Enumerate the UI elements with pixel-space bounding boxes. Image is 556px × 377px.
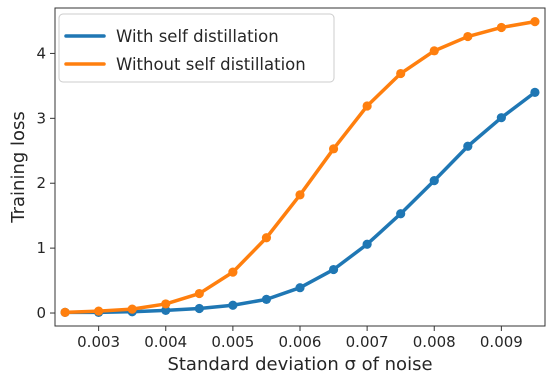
x-tick-label: 0.007: [346, 333, 389, 351]
legend-label-without-self-distillation: Without self distillation: [116, 55, 306, 74]
x-axis-label: Standard deviation σ of noise: [167, 354, 432, 375]
data-point-without-self-distillation: [429, 46, 439, 56]
y-axis-label: Training loss: [8, 111, 29, 224]
data-point-without-self-distillation: [194, 288, 204, 299]
legend-label-with-self-distillation: With self distillation: [116, 27, 279, 46]
data-point-without-self-distillation: [94, 306, 104, 316]
y-tick-label: 1: [36, 239, 46, 257]
x-tick-label: 0.006: [279, 333, 322, 351]
y-tick-label: 3: [36, 109, 46, 127]
data-point-with-self-distillation: [261, 294, 272, 304]
data-point-without-self-distillation: [60, 307, 70, 317]
data-point-without-self-distillation: [496, 22, 506, 33]
data-point-without-self-distillation: [530, 17, 540, 27]
legend: With self distillation Without self dist…: [58, 13, 335, 83]
data-point-without-self-distillation: [161, 299, 171, 309]
data-point-with-self-distillation: [228, 300, 238, 310]
x-tick-label: 0.009: [480, 333, 523, 351]
data-point-without-self-distillation: [362, 101, 372, 111]
data-point-without-self-distillation: [328, 144, 339, 154]
data-point-with-self-distillation: [362, 239, 372, 249]
data-point-with-self-distillation: [496, 113, 506, 123]
data-point-without-self-distillation: [261, 233, 272, 243]
x-axis: 0.003 0.004 0.005 0.006 0.007 0.008 0.009: [77, 326, 523, 351]
data-point-without-self-distillation: [463, 31, 473, 42]
data-point-without-self-distillation: [396, 68, 406, 79]
x-tick-label: 0.005: [211, 333, 254, 351]
legend-box: [58, 13, 335, 83]
data-point-with-self-distillation: [328, 264, 339, 275]
data-point-without-self-distillation: [295, 190, 305, 200]
data-point-with-self-distillation: [463, 141, 473, 151]
data-point-with-self-distillation: [396, 209, 406, 219]
series-layer: [60, 17, 540, 317]
data-point-without-self-distillation: [127, 304, 137, 314]
y-axis: 0 1 2 3 4: [36, 44, 55, 322]
data-point-without-self-distillation: [228, 267, 238, 277]
x-tick-label: 0.008: [413, 333, 456, 351]
x-tick-label: 0.004: [144, 333, 187, 351]
y-tick-label: 4: [36, 44, 46, 62]
y-tick-label: 2: [36, 174, 46, 192]
data-point-with-self-distillation: [429, 176, 439, 186]
x-tick-label: 0.003: [77, 333, 120, 351]
data-point-with-self-distillation: [295, 283, 305, 293]
data-point-with-self-distillation: [194, 303, 204, 314]
data-point-with-self-distillation: [530, 87, 540, 97]
y-tick-label: 0: [36, 304, 46, 322]
data-point-with-self-distillation: [161, 305, 171, 316]
